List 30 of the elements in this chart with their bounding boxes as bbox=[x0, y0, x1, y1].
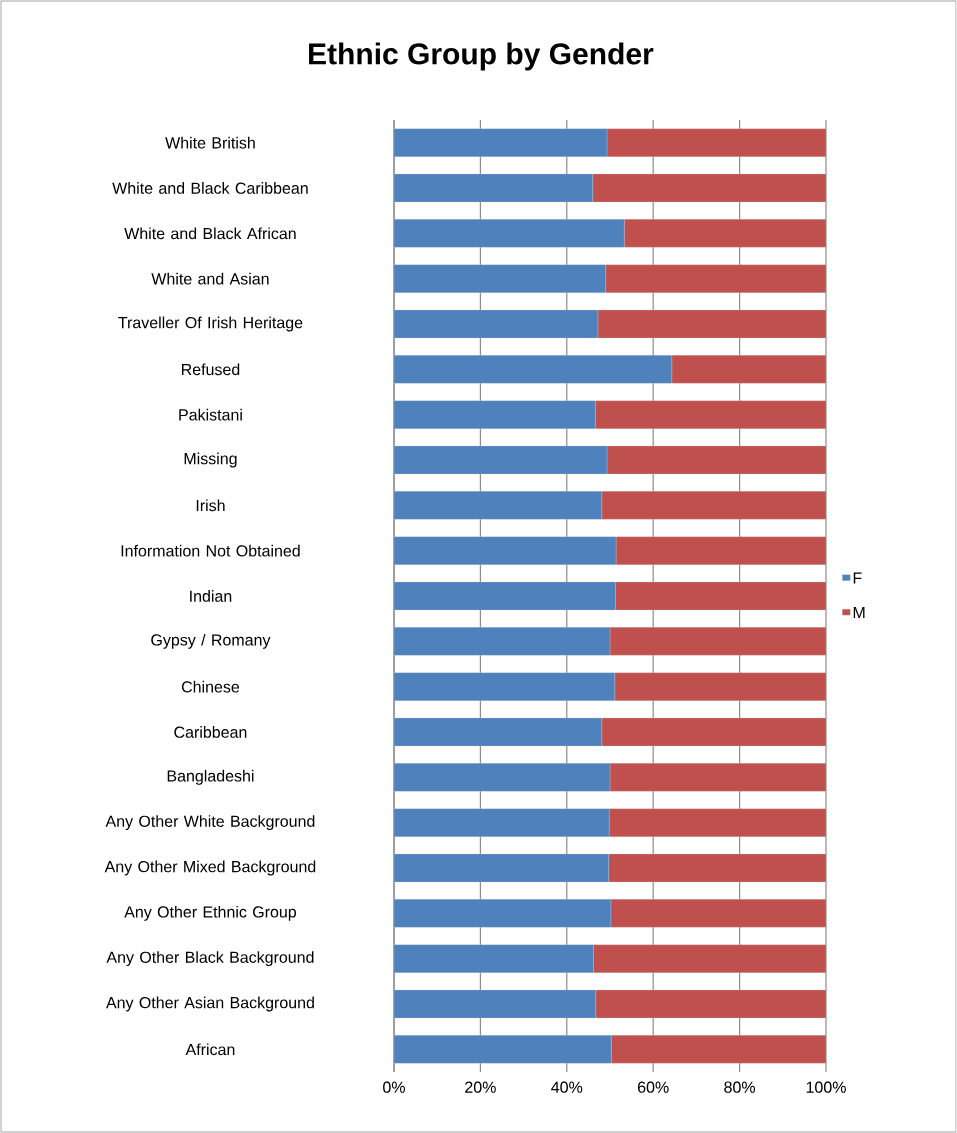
legend-label: M bbox=[853, 606, 865, 618]
y-tick-label: Irish bbox=[196, 499, 225, 512]
x-tick-label: 100% bbox=[806, 1081, 846, 1093]
y-tick-label: Information Not Obtained bbox=[121, 544, 300, 557]
y-tick-label: Any Other Asian Background bbox=[105, 996, 314, 1012]
x-tick-label: 60% bbox=[638, 1081, 669, 1093]
y-tick-label: Chinese bbox=[181, 680, 240, 693]
y-tick-label: African bbox=[185, 1043, 235, 1056]
x-tick-label: 40% bbox=[551, 1081, 583, 1093]
y-tick-label: Any Other White Background bbox=[105, 815, 315, 831]
y-tick-label: Missing bbox=[184, 452, 237, 468]
x-tick-label: 0% bbox=[383, 1081, 405, 1093]
y-tick-label: White British bbox=[165, 136, 255, 149]
y-tick-label: Bangladeshi bbox=[167, 769, 254, 785]
x-tick-label: 20% bbox=[465, 1081, 496, 1093]
y-tick-label: Pakistani bbox=[179, 408, 242, 421]
legend-label: F bbox=[853, 572, 862, 584]
y-tick-label: Caribbean bbox=[174, 726, 247, 738]
y-tick-label: White and Asian bbox=[151, 272, 269, 285]
y-tick-label: White and Black Caribbean bbox=[112, 182, 308, 194]
y-tick-label: Any Other Black Background bbox=[106, 951, 314, 967]
y-tick-label: White and Black African bbox=[124, 227, 296, 240]
chart-title: Ethnic Group by Gender bbox=[309, 42, 654, 71]
y-tick-label: Traveller Of Irish Heritage bbox=[118, 316, 303, 332]
y-tick-label: Gypsy / Romany bbox=[151, 633, 271, 649]
x-tick-label: 80% bbox=[724, 1081, 756, 1093]
y-tick-label: Any Other Ethnic Group bbox=[124, 905, 297, 921]
y-tick-label: Refused bbox=[181, 363, 240, 376]
y-tick-label: Any Other Mixed Background bbox=[104, 860, 316, 876]
y-tick-label: Indian bbox=[190, 590, 232, 602]
